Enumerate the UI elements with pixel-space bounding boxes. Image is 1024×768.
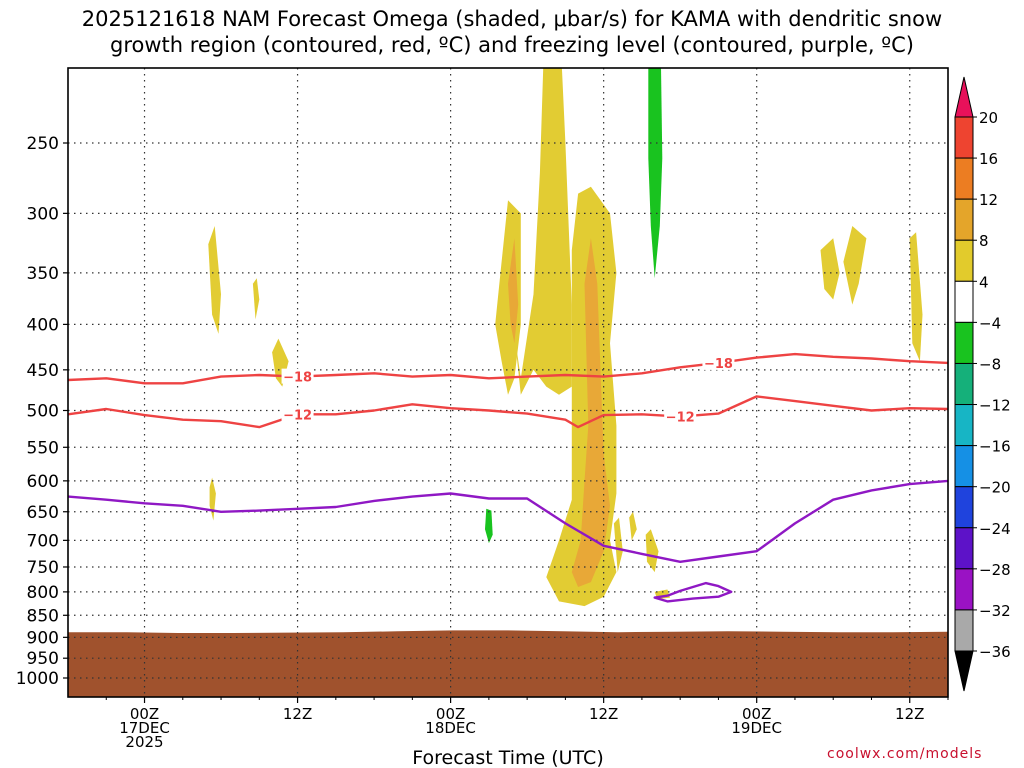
colorbar-box-3	[954, 239, 974, 282]
contour-label-1-2: −12	[1010, 401, 1024, 416]
title-line-1: 2025121618 NAM Forecast Omega (shaded, μ…	[81, 7, 943, 31]
omega-region-13	[820, 238, 840, 300]
colorbar-label-4: 4	[979, 273, 989, 291]
x-tick-label-60-0: 12Z	[895, 705, 924, 723]
omega-region-4	[485, 508, 493, 544]
colorbar-label-11: −28	[979, 561, 1011, 579]
colorbar-label-3: 8	[979, 232, 989, 250]
colorbar: 20 16 12 8 4 −4 −8 −12 −16 −20 −24 −28 −32 −36	[954, 76, 1011, 692]
series-line-0	[68, 352, 948, 385]
x-tick-label-12-0: 12Z	[283, 705, 312, 723]
credit-text: coolwx.com/models	[827, 746, 983, 762]
title-line-2: growth region (contoured, red, ºC) and f…	[110, 33, 914, 57]
colorbar-top-arrow	[954, 76, 974, 118]
colorbar-label-6: −8	[979, 355, 1001, 373]
y-tick-label-700: 700	[27, 531, 59, 551]
omega-region-11	[645, 529, 659, 573]
y-tick-label-300: 300	[27, 204, 59, 224]
y-tick-label-850: 850	[27, 606, 59, 626]
y-tick-label-400: 400	[27, 315, 59, 335]
contour-label-bg-0-0	[281, 368, 314, 384]
colorbar-box-12	[954, 609, 974, 652]
omega-region-6	[252, 278, 260, 320]
y-tick-label-650: 650	[27, 503, 59, 523]
omega-region-20	[508, 238, 519, 344]
x-tick-label-36-0: 12Z	[589, 705, 618, 723]
colorbar-box-0	[954, 116, 974, 159]
plot-frame	[67, 67, 949, 698]
colorbar-box-1	[954, 157, 974, 200]
colorbar-label-5: −4	[979, 314, 1001, 332]
x-tick-label-24-0: 00Z	[436, 705, 465, 723]
colorbar-label-12: −32	[979, 602, 1011, 620]
y-tick-label-950: 950	[27, 649, 59, 669]
contour-label-bg-1-1	[664, 408, 697, 424]
omega-region-16	[993, 200, 1024, 324]
y-tick-label-750: 750	[27, 558, 59, 578]
omega-region-14	[843, 226, 867, 305]
y-tick-label-1000: 1000	[16, 669, 59, 689]
y-tick-label-550: 550	[27, 438, 59, 458]
colorbar-box-11	[954, 568, 974, 611]
y-tick-label-600: 600	[27, 472, 59, 492]
omega-region-10	[613, 517, 623, 573]
plot-inner: −18−18−18−12−12−12	[68, 68, 1024, 697]
colorbar-label-7: −12	[979, 397, 1011, 415]
colorbar-bottom-arrow	[954, 650, 974, 692]
omega-region-5	[208, 226, 221, 334]
colorbar-label-2: 12	[979, 191, 998, 209]
contour-label-0-1: −18	[704, 357, 733, 372]
colorbar-box-5	[954, 321, 974, 364]
y-tick-label-350: 350	[27, 264, 59, 284]
x-tick-label-0-1: 17DEC	[119, 719, 170, 737]
colorbar-box-6	[954, 362, 974, 406]
colorbar-label-10: −24	[979, 520, 1011, 538]
colorbar-label-8: −16	[979, 438, 1011, 456]
colorbar-box-9	[954, 486, 974, 529]
x-tick-label-48-1: 19DEC	[731, 719, 782, 737]
omega-region-9	[629, 511, 637, 541]
y-tick-label-450: 450	[27, 361, 59, 381]
omega-region-3	[648, 68, 663, 279]
colorbar-box-4	[954, 280, 974, 323]
y-tick-label-800: 800	[27, 583, 59, 603]
y-tick-label-250: 250	[27, 134, 59, 154]
y-tick-label-900: 900	[27, 628, 59, 648]
omega-region-0	[514, 68, 572, 395]
series-line-2	[68, 479, 948, 563]
contour-label-bg-0-2	[1009, 356, 1024, 371]
omega-region-15	[909, 232, 923, 362]
colorbar-box-2	[954, 198, 974, 241]
y-tick-label-500: 500	[27, 402, 59, 422]
colorbar-label-9: −20	[979, 479, 1011, 497]
chart-title: 2025121618 NAM Forecast Omega (shaded, μ…	[0, 6, 1024, 58]
omega-region-19	[571, 238, 610, 588]
colorbar-label-0: 20	[979, 109, 998, 127]
colorbar-box-7	[954, 404, 974, 447]
omega-region-8	[209, 477, 216, 521]
contour-label-0-2: −18	[1010, 358, 1024, 373]
series-line-1	[68, 395, 948, 429]
contour-label-1-0: −12	[283, 408, 312, 423]
x-tick-label-24-1: 18DEC	[425, 719, 476, 737]
contour-label-bg-0-1	[702, 354, 735, 370]
series-line-3	[653, 581, 733, 603]
colorbar-box-8	[954, 445, 974, 488]
contour-label-bg-1-2	[1009, 399, 1024, 414]
x-axis-title: Forecast Time (UTC)	[412, 747, 603, 768]
plot-area: −18−18−18−12−12−122503003504004505005506…	[16, 67, 1024, 768]
colorbar-label-1: 16	[979, 150, 998, 168]
contour-label-1-1: −12	[666, 411, 695, 426]
contour-label-bg-1-0	[281, 406, 314, 422]
colorbar-label-13: −36	[979, 643, 1011, 661]
x-tick-label-0-2: 2025	[125, 733, 163, 751]
colorbar-box-10	[954, 527, 974, 570]
contour-label-0-0: −18	[283, 371, 312, 386]
x-tick-label-0-0: 00Z	[130, 705, 159, 723]
terrain-fill	[68, 630, 948, 697]
x-tick-label-48-0: 00Z	[742, 705, 771, 723]
